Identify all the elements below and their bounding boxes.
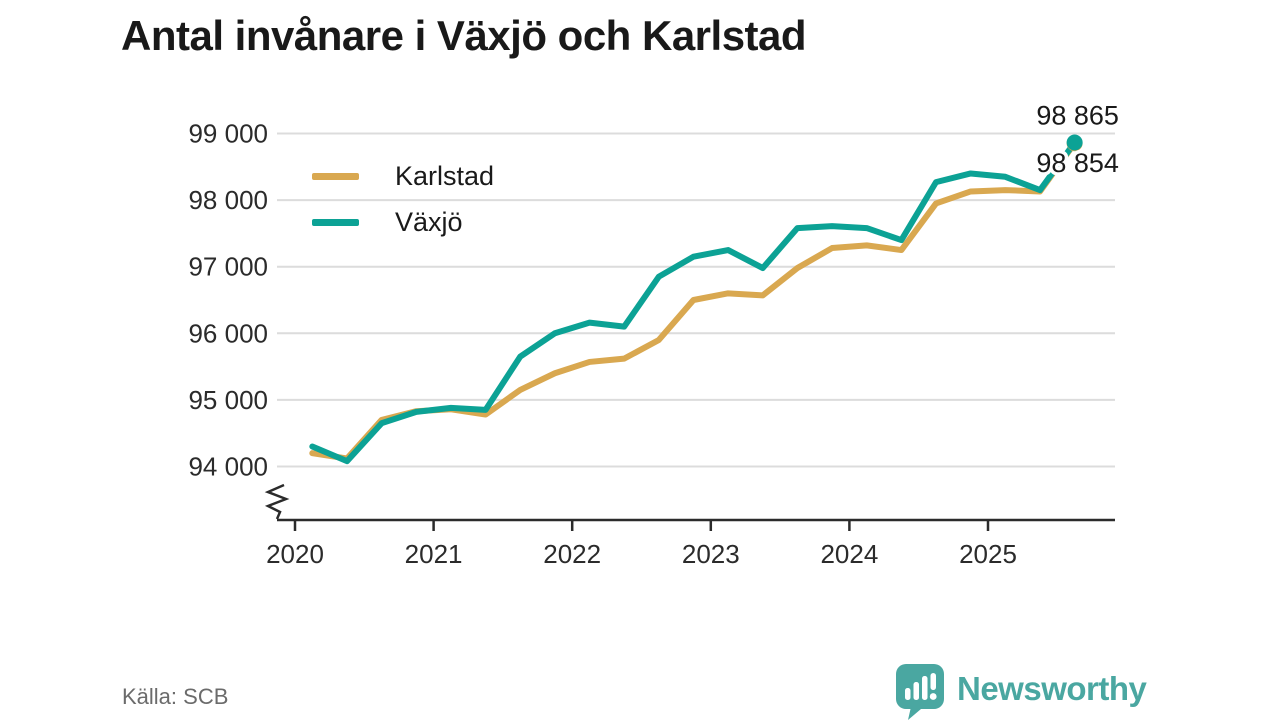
chart-title: Antal invånare i Växjö och Karlstad <box>121 12 807 59</box>
legend: Karlstad Växjö <box>300 157 517 241</box>
y-tick-label: 97 000 <box>188 252 268 282</box>
legend-item-vaxjo: Växjö <box>300 203 517 241</box>
x-tick-label: 2025 <box>959 539 1017 569</box>
source-note: Källa: SCB <box>122 684 229 709</box>
legend-label-karlstad: Karlstad <box>395 161 495 191</box>
end-dot-vaxjo <box>1066 134 1083 151</box>
legend-item-karlstad: Karlstad <box>300 157 517 195</box>
legend-label-vaxjo: Växjö <box>395 207 463 237</box>
x-tick-label: 2023 <box>682 539 740 569</box>
x-tick-label: 2022 <box>543 539 601 569</box>
x-tick-label: 2020 <box>266 539 324 569</box>
legend-swatch-vaxjo <box>312 218 359 226</box>
series-line-vaxjo <box>309 139 1078 465</box>
x-tick-label: 2024 <box>820 539 878 569</box>
newsworthy-wordmark: Newsworthy <box>957 670 1147 707</box>
legend-swatch-karlstad <box>312 172 359 180</box>
y-tick-label: 98 000 <box>188 185 268 215</box>
y-tick-label: 96 000 <box>188 318 268 348</box>
end-label-vaxjo: 98 865 <box>1036 100 1119 130</box>
x-tick-label: 2021 <box>405 539 463 569</box>
y-axis-break-icon <box>264 483 290 520</box>
newsworthy-bubble-chart-icon <box>896 664 944 720</box>
y-tick-label: 99 000 <box>188 119 268 149</box>
y-tick-label: 95 000 <box>188 385 268 415</box>
newsworthy-logo: Newsworthy <box>896 664 1147 720</box>
y-tick-label: 94 000 <box>188 452 268 482</box>
end-label-karlstad: 98 854 <box>1036 148 1119 178</box>
